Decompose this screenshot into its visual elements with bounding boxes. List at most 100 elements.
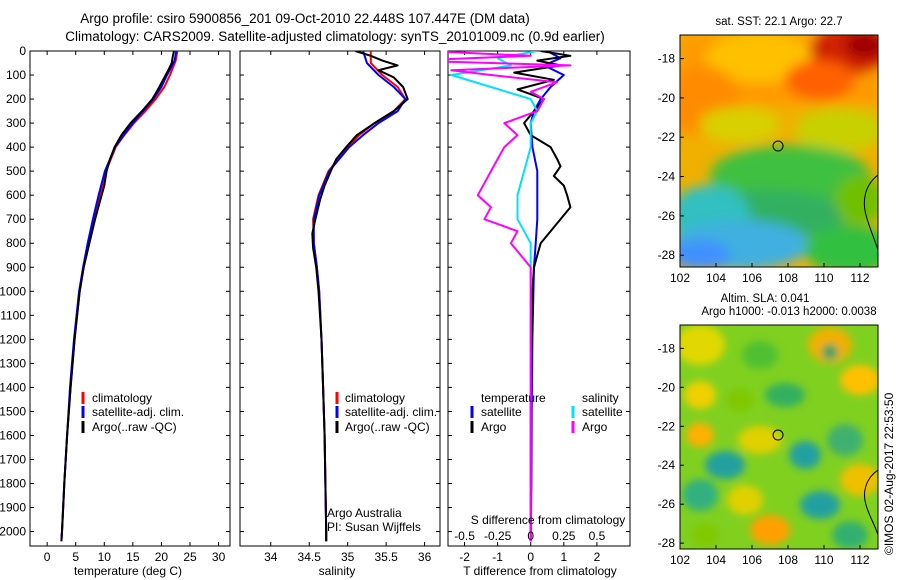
x-tick-label: 30	[212, 550, 226, 564]
x-tick-label: 110	[814, 553, 833, 567]
legend-salinity-title: salinity	[582, 391, 619, 405]
y-tick-label: 1300	[0, 356, 26, 370]
figure-title-line2: Climatology: CARS2009. Satellite-adjuste…	[65, 29, 605, 44]
legend-satellite-label: satellite-adj. clim.	[345, 405, 437, 419]
x-tick-label: 10	[98, 550, 112, 564]
s-difference-label: S difference from climatology	[471, 513, 626, 527]
y-tick-label: 300	[6, 116, 26, 130]
x-tick-label: 104	[706, 271, 726, 285]
x-tick-label: 108	[778, 553, 798, 567]
x-tick-label: 102	[670, 271, 690, 285]
x-tick-label: 35.5	[374, 550, 398, 564]
y-tick-label: 0	[19, 44, 26, 58]
sla-map-title-line2: Argo h1000: -0.013 h2000: 0.0038	[701, 306, 876, 318]
y-tick-label: 200	[6, 92, 26, 106]
y-tick-label: -20	[658, 91, 676, 105]
legend-sal-satellite-label: satellite	[582, 405, 623, 419]
y-tick-label: -26	[658, 497, 676, 511]
legend-sal-argo-label: Argo	[582, 420, 608, 434]
figure-title-line1: Argo profile: csiro 5900856_201 09-Oct-2…	[80, 11, 530, 26]
sst-map: sat. SST: 22.1 Argo: 22.7	[658, 16, 879, 285]
x-tick-label: 106	[742, 553, 762, 567]
x-tick-label: 108	[778, 271, 798, 285]
y-tick-label: 700	[6, 212, 26, 226]
y-tick-label: 1100	[0, 308, 26, 322]
s-tick-label: -0.25	[484, 529, 512, 543]
legend-argo-label: Argo(..raw -QC)	[92, 420, 177, 434]
temperature-axes-frame	[29, 50, 231, 547]
x-tick-label: 110	[814, 271, 833, 285]
y-tick-label: 500	[6, 164, 26, 178]
x-tick-label: 35	[341, 550, 355, 564]
y-tick-label: -26	[658, 209, 676, 223]
sst-field	[680, 35, 878, 267]
x-tick-label: 112	[850, 271, 869, 285]
s-tick-label: 0.5	[589, 529, 606, 543]
temperature-panel: 0100200300400500600700800900100011001200…	[0, 44, 231, 578]
y-tick-label: 800	[6, 236, 26, 250]
x-tick-label: 20	[155, 550, 169, 564]
series-line-satellite-adj-clim	[312, 51, 407, 542]
series-line-temperature-argo	[513, 51, 572, 542]
legend-climatology-label: climatology	[92, 391, 152, 405]
sla-field	[680, 325, 878, 549]
sla-map: Altim. SLA: 0.041 Argo h1000: -0.013 h20…	[658, 293, 879, 567]
y-tick-label: 400	[6, 140, 26, 154]
legend-temp-argo-label: Argo	[481, 420, 507, 434]
s-tick-label: 0.25	[552, 529, 576, 543]
y-tick-label: 900	[6, 260, 26, 274]
x-tick-label: 1	[560, 550, 567, 564]
credit-text: Argo Australia	[327, 506, 402, 520]
y-tick-label: 1200	[0, 332, 26, 346]
timestamp-text: ©IMOS 02-Aug-2017 22:53:50	[882, 392, 896, 555]
y-tick-label: -20	[658, 380, 676, 394]
x-tick-label: 34	[264, 550, 278, 564]
x-tick-label: 2	[594, 550, 601, 564]
y-tick-label: 1600	[0, 428, 26, 442]
y-tick-label: -28	[658, 536, 676, 550]
y-tick-label: -22	[658, 419, 676, 433]
x-tick-label: 112	[850, 553, 869, 567]
y-tick-label: 1400	[0, 380, 26, 394]
series-line-salinity-argo	[448, 51, 572, 542]
series-line-temperature-satellite	[529, 51, 565, 542]
x-tick-label: 106	[742, 271, 762, 285]
salinity-panel: 34 34.5 35 35.5 36 salinity climatology sate…	[239, 50, 441, 578]
y-tick-label: 1500	[0, 404, 26, 418]
sla-profile-marker	[772, 429, 784, 441]
x-tick-label: 0	[527, 550, 534, 564]
x-tick-label: -1	[492, 550, 503, 564]
x-tick-label: 0	[44, 550, 51, 564]
pi-text: PI: Susan Wijffels	[327, 520, 421, 534]
y-tick-label: 1700	[0, 452, 26, 466]
legend-satellite-label: satellite-adj. clim.	[92, 405, 184, 419]
x-tick-label: 102	[670, 553, 690, 567]
y-tick-label: -28	[658, 248, 676, 262]
series-line-argo-raw-qc	[60, 51, 175, 542]
temperature-xlabel: temperature (deg C)	[74, 564, 182, 578]
y-tick-label: -24	[658, 458, 676, 472]
legend-temp-satellite-label: satellite	[481, 405, 522, 419]
salinity-legend: climatology satellite-adj. clim. Argo(..…	[335, 391, 437, 434]
sla-map-title-line1: Altim. SLA: 0.041	[721, 293, 810, 305]
x-tick-label: 34.5	[298, 550, 322, 564]
legend-argo-label: Argo(..raw -QC)	[345, 420, 430, 434]
x-tick-label: -2	[459, 550, 470, 564]
series-line-argo-raw-qc	[311, 51, 409, 542]
salinity-axes-frame	[239, 50, 441, 547]
difference-panel: -2 -1 0 1 2 S difference from climatology -0…	[447, 50, 631, 578]
sst-profile-marker	[772, 140, 784, 152]
salinity-xlabel: salinity	[319, 564, 356, 578]
temperature-legend: climatology satellite-adj. clim. Argo(..…	[81, 391, 184, 434]
legend-climatology-label: climatology	[345, 391, 405, 405]
t-difference-xlabel: T difference from climatology	[463, 564, 617, 578]
y-tick-label: -18	[658, 52, 676, 66]
y-tick-label: 1900	[0, 501, 26, 515]
difference-legend: temperature satellite Argo salinity sate…	[470, 391, 623, 434]
series-line-climatology	[312, 51, 407, 542]
y-tick-label: 600	[6, 188, 26, 202]
s-tick-label: -0.5	[454, 529, 475, 543]
y-tick-label: -22	[658, 130, 676, 144]
y-tick-label: 1800	[0, 477, 26, 491]
